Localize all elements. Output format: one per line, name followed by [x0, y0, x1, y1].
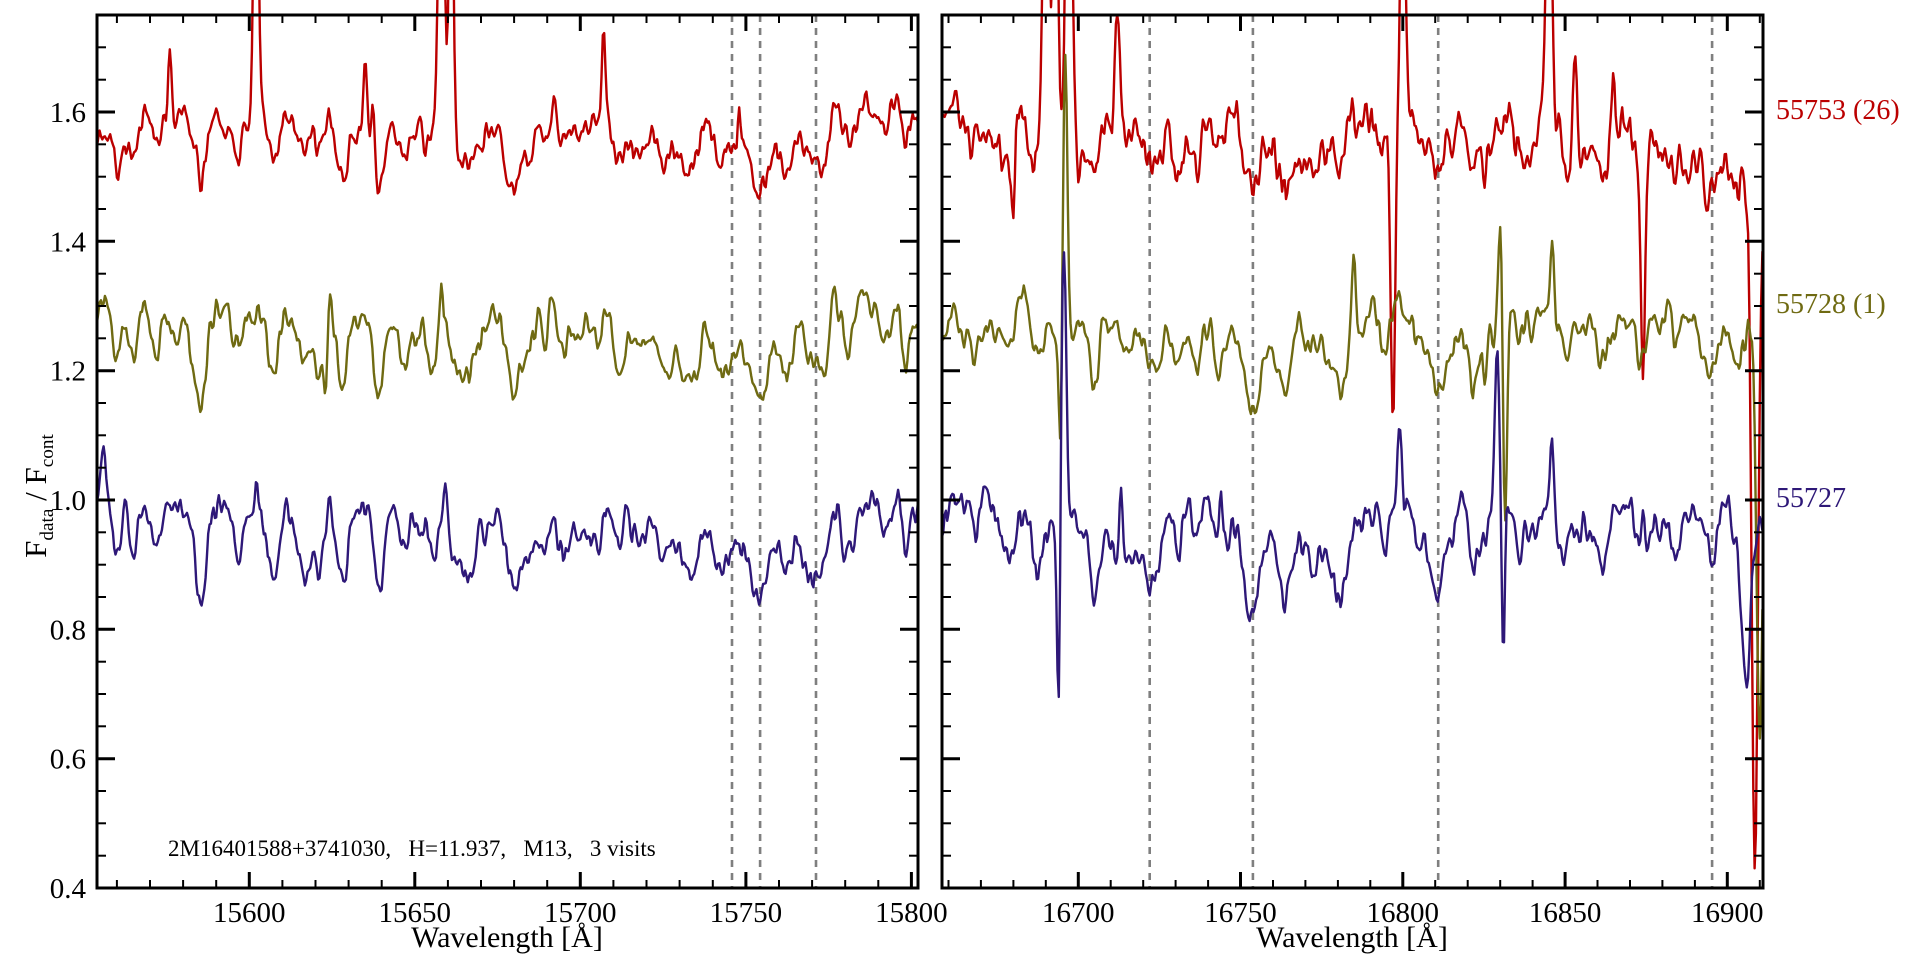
- spectrum-line-55727: [943, 251, 1762, 699]
- x-tick-label: 15600: [213, 897, 286, 929]
- x-tick-label: 15650: [379, 897, 452, 929]
- x-tick-label: 15750: [710, 897, 783, 929]
- panel-axes: [95, 13, 920, 890]
- y-axis-title-f2: / F: [18, 467, 53, 509]
- y-tick-label: 0.4: [50, 873, 87, 905]
- series-label-55753: 55753 (26): [1776, 95, 1900, 126]
- series-label-55727: 55727: [1776, 483, 1846, 514]
- spectrum-line-55727: [98, 445, 917, 607]
- x-tick-label: 16750: [1204, 897, 1277, 929]
- spectrum-line-55753: [98, 0, 917, 200]
- x-tick-label: 15800: [875, 897, 948, 929]
- y-axis-title-sub2: cont: [37, 434, 59, 468]
- panel-axes: [940, 13, 1765, 890]
- x-tick-label: 15700: [544, 897, 617, 929]
- x-axis-title-right: Wavelength [Å]: [1256, 921, 1448, 954]
- spectrum-line-55728: [98, 282, 917, 414]
- spectrum-line-55728: [943, 53, 1762, 740]
- target-annotation: 2M16401588+3741030, H=11.937, M13, 3 vis…: [168, 836, 656, 861]
- y-tick-label: 0.8: [50, 614, 86, 646]
- x-tick-label: 16800: [1367, 897, 1440, 929]
- y-tick-label: 1.6: [50, 97, 86, 129]
- spectrum-line-55753: [943, 0, 1762, 870]
- series-label-55728: 55728 (1): [1776, 289, 1886, 320]
- y-axis-title: Fdata / Fcont: [18, 296, 60, 696]
- x-axis-title-left: Wavelength [Å]: [411, 921, 603, 954]
- y-tick-label: 1.2: [50, 356, 86, 388]
- y-tick-label: 1.0: [50, 485, 86, 517]
- panel-series-group: [98, 0, 917, 607]
- panel-series-group: [943, 0, 1762, 870]
- y-axis-title-f1: F: [18, 540, 53, 558]
- x-tick-label: 16850: [1529, 897, 1602, 929]
- x-tick-label: 16900: [1691, 897, 1764, 929]
- x-tick-label: 16700: [1042, 897, 1115, 929]
- y-tick-label: 1.4: [50, 226, 87, 258]
- y-axis-title-sub1: data: [37, 508, 59, 541]
- y-tick-label: 0.6: [50, 744, 86, 776]
